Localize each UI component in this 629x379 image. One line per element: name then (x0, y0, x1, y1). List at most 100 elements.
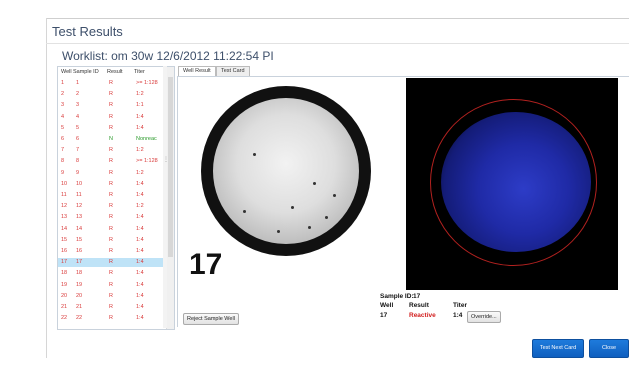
cell-titer: Nonreac (136, 136, 157, 142)
table-row[interactable]: 15 15 R 1:4 (58, 236, 164, 245)
cell-titer: 1:2 (136, 91, 144, 98)
cell-sample: 6 (76, 136, 80, 142)
override-button[interactable]: Override... (467, 311, 501, 323)
cell-well: 10 (61, 180, 68, 187)
table-row[interactable]: 16 16 R 1:4 (58, 247, 164, 256)
cell-sample: 14 (76, 225, 83, 232)
cell-result: R (109, 248, 113, 254)
cell-well: 22 (61, 315, 68, 322)
table-row[interactable]: 12 12 R 1:2 (58, 202, 164, 211)
table-row[interactable]: 3 3 R 1:1 (58, 101, 164, 110)
list-scroll-thumb[interactable] (168, 77, 173, 257)
well-list[interactable]: Well Sample ID Result Titer 1 1 R >= 1:128 2… (57, 66, 175, 330)
table-row[interactable]: 9 9 R 1:2 (58, 169, 164, 178)
table-row[interactable]: 4 4 R 1:4 (58, 113, 164, 122)
sample-id-label: Sample ID: (380, 293, 414, 300)
table-row[interactable]: 11 11 R 1:4 (58, 191, 164, 200)
cell-titer: 1:4 (136, 214, 144, 221)
tab-well-result[interactable]: Well Result (178, 66, 216, 76)
cell-titer: 1:4 (136, 315, 144, 322)
cell-result: R (109, 113, 113, 120)
column-header-well[interactable]: Well (61, 69, 72, 75)
cell-sample: 11 (76, 192, 82, 198)
table-row[interactable]: 20 20 R 1:4 (58, 292, 164, 301)
column-header-result[interactable]: Result (107, 69, 123, 75)
tab-test-card[interactable]: Test Card (216, 66, 250, 76)
cell-titer: 1:4 (136, 292, 144, 299)
cell-well: 7 (61, 147, 65, 154)
cell-result: R (109, 192, 113, 198)
particle (253, 153, 256, 156)
cell-well: 12 (61, 203, 68, 210)
particle (308, 226, 311, 229)
table-row[interactable]: 5 5 R 1:4 (58, 124, 164, 133)
cell-titer: 1:4 (136, 259, 144, 266)
cell-well: 4 (61, 113, 65, 120)
cell-well: 20 (61, 292, 68, 299)
result-value: Reactive (409, 312, 436, 319)
table-row[interactable]: 14 14 R 1:4 (58, 225, 164, 234)
cell-sample: 4 (76, 113, 80, 120)
cell-sample: 10 (76, 180, 83, 187)
table-row[interactable]: 2 2 R 1:2 (58, 90, 164, 99)
well-photo (213, 98, 359, 244)
cell-well: 1 (61, 80, 65, 86)
table-row[interactable]: 21 21 R 1:4 (58, 303, 164, 312)
cell-sample: 12 (76, 203, 83, 210)
cell-sample: 15 (76, 236, 83, 243)
column-header-titer[interactable]: Titer (134, 69, 145, 75)
cell-result: R (109, 281, 113, 288)
table-row[interactable]: 1 1 R >= 1:128 (58, 79, 164, 88)
cell-sample: 13 (76, 214, 83, 221)
cell-result: R (109, 214, 113, 221)
cell-titer: 1:1 (136, 102, 144, 109)
cell-result: R (109, 315, 113, 322)
column-header-sample-id[interactable]: Sample ID (73, 69, 99, 75)
cell-well: 9 (61, 169, 65, 176)
titer-label: Titer (453, 302, 467, 309)
well-value: 17 (380, 312, 388, 319)
panel-splitter[interactable] (163, 66, 167, 328)
cell-sample: 19 (76, 281, 83, 288)
cell-well: 5 (61, 124, 65, 131)
table-row[interactable]: 6 6 N Nonreac (58, 135, 164, 144)
table-row[interactable]: 13 13 R 1:4 (58, 213, 164, 222)
cell-titer: 1:4 (136, 113, 144, 120)
cell-well: 16 (61, 248, 68, 254)
worklist-label: Worklist: om 30w 12/6/2012 11:22:54 PI (62, 49, 274, 63)
cell-titer: >= 1:128 (136, 80, 158, 86)
cell-sample: 22 (76, 315, 83, 322)
test-next-card-button[interactable]: Test Next Card (532, 339, 584, 358)
cell-well: 13 (61, 214, 68, 221)
cell-well: 19 (61, 281, 68, 288)
cell-result: R (109, 304, 113, 310)
cell-well: 21 (61, 304, 68, 310)
table-row[interactable]: 17 17 R 1:4 (58, 258, 164, 268)
cell-titer: 1:4 (136, 192, 144, 198)
cell-sample: 20 (76, 292, 83, 299)
cell-result: R (109, 80, 113, 86)
splitter-grip-icon: ⋮ (163, 157, 169, 163)
table-row[interactable]: 7 7 R 1:2 (58, 146, 164, 155)
table-row[interactable]: 22 22 R 1:4 (58, 314, 164, 323)
close-button[interactable]: Close (589, 339, 629, 358)
particle (333, 194, 336, 197)
table-row[interactable]: 18 18 R 1:4 (58, 269, 164, 278)
particle (325, 216, 328, 219)
list-scrollbar[interactable] (166, 67, 174, 329)
table-row[interactable]: 8 8 R >= 1:128 (58, 157, 164, 166)
table-row[interactable]: 10 10 R 1:4 (58, 180, 164, 189)
table-row[interactable]: 19 19 R 1:4 (58, 281, 164, 290)
cell-sample: 8 (76, 158, 80, 165)
result-label: Result (409, 302, 429, 309)
cell-result: R (109, 91, 113, 98)
reject-sample-well-button[interactable]: Reject Sample Well (183, 313, 239, 325)
well-list-header: Well Sample ID Result Titer (58, 67, 166, 78)
result-content-panel (177, 76, 629, 327)
titer-value: 1:4 (453, 312, 463, 319)
cell-sample: 17 (76, 259, 83, 266)
cell-result: R (109, 180, 113, 187)
cell-well: 3 (61, 102, 65, 109)
cell-titer: 1:4 (136, 124, 144, 131)
cell-sample: 21 (76, 304, 83, 310)
